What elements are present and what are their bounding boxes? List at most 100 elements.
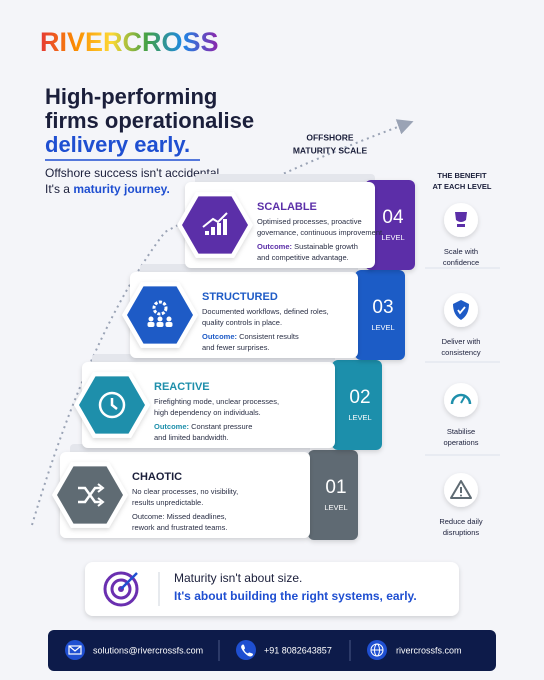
level-outcome: Outcome: Constant pressure (154, 422, 252, 431)
icon (453, 300, 469, 320)
outcome-label: Outcome: (132, 512, 165, 521)
number-tab (355, 270, 405, 360)
icon (97, 483, 105, 507)
benefit-text: Deliver with (442, 337, 481, 346)
number-tab (332, 360, 382, 450)
level-card: 04 LEVEL SCALABLE Optimised processes, proa… (177, 174, 415, 270)
level-name: STRUCTURED (202, 291, 278, 303)
email-icon (65, 640, 85, 660)
footer-website[interactable]: rivercrossfs.com (396, 645, 462, 655)
level-outcome: and fewer surprises. (202, 343, 270, 352)
level-outcome: Outcome: Missed deadlines, (132, 512, 227, 521)
progress-arrow (31, 119, 414, 526)
level-outcome: and competitive advantage. (257, 253, 349, 262)
footer-phone[interactable]: +91 8082643857 (264, 645, 332, 655)
icon (165, 322, 173, 327)
icon (98, 391, 126, 419)
level-description: Firefighting mode, unclear processes, (154, 397, 279, 406)
icon (450, 480, 472, 499)
icon (460, 494, 462, 497)
outcome-text: Sustainable growth (294, 242, 358, 251)
icon (457, 306, 466, 315)
level-label: LEVEL (348, 413, 371, 422)
icon (152, 300, 168, 316)
benefit-text: consistency (441, 348, 480, 357)
number-tab (365, 180, 415, 270)
banner-highlight: It's about building the right systems, e… (174, 589, 417, 603)
level-outcome: and limited bandwidth. (154, 433, 229, 442)
level-number: 01 (325, 477, 346, 498)
banner-text: Maturity isn't about size. (174, 571, 302, 585)
icon (450, 393, 472, 405)
benefit-text: confidence (443, 258, 479, 267)
outcome-text: rework and frustrated teams. (132, 523, 227, 532)
level-card: 01 LEVEL CHAOTIC No clear processes, no vis… (52, 444, 358, 540)
level-card: 03 LEVEL STRUCTURED Documented workflows, d… (122, 264, 405, 360)
scale-label: MATURITY SCALE (293, 145, 368, 155)
headline-highlight: delivery early. (45, 132, 190, 157)
level-description: No clear processes, no visibility, (132, 487, 238, 496)
subtitle: Offshore success isn't accidental. (45, 166, 223, 180)
benefit-text: disruptions (443, 528, 480, 537)
outcome-label: Outcome: (202, 332, 237, 341)
level-label: LEVEL (324, 503, 347, 512)
icon (223, 219, 227, 235)
level-description: results unpredictable. (132, 498, 203, 507)
icon (148, 316, 154, 322)
phone-icon (236, 640, 256, 660)
phone-icon (241, 644, 253, 657)
outcome-text: Constant pressure (191, 422, 252, 431)
outcome-text: Missed deadlines, (167, 512, 227, 521)
icon (211, 227, 215, 235)
subtitle-highlight: maturity journey. (73, 182, 169, 196)
hexagon (182, 196, 248, 254)
number-tab (308, 450, 358, 540)
icon (166, 316, 172, 322)
card (60, 452, 310, 538)
level-description: Optimised processes, proactive (257, 217, 362, 226)
level-outcome: rework and frustrated teams. (132, 523, 227, 532)
email-icon (68, 645, 82, 655)
icon (110, 398, 118, 410)
footer (48, 630, 496, 671)
outcome-text: and competitive advantage. (257, 253, 349, 262)
icon (202, 212, 228, 228)
level-label: LEVEL (371, 323, 394, 332)
icon (147, 322, 155, 327)
outcome-label: Outcome: (154, 422, 189, 431)
subtitle: It's a maturity journey. (45, 182, 170, 196)
outcome-text: and fewer surprises. (202, 343, 270, 352)
icon (460, 395, 466, 404)
benefit-text: Stabilise (447, 427, 475, 436)
level-description: quality controls in place. (202, 318, 282, 327)
outcome-text: Consistent results (239, 332, 299, 341)
icon (455, 212, 467, 222)
level-name: CHAOTIC (132, 471, 182, 483)
level-name: REACTIVE (154, 381, 210, 393)
level-outcome: Outcome: Sustainable growth (257, 242, 358, 251)
benefit-text: Scale with (444, 247, 478, 256)
icon (78, 486, 101, 504)
level-label: LEVEL (381, 233, 404, 242)
outcome-text: and limited bandwidth. (154, 433, 229, 442)
footer-email[interactable]: solutions@rivercrossfs.com (93, 645, 203, 655)
icon (457, 224, 465, 227)
icon (217, 223, 221, 235)
level-description: Documented workflows, defined roles, (202, 307, 329, 316)
level-number: 02 (349, 387, 370, 408)
email-icon (68, 645, 82, 652)
level-description: governance, continuous improvement. (257, 228, 384, 237)
outcome-label: Outcome: (257, 242, 292, 251)
level-number: 04 (382, 207, 404, 228)
benefit-text: Reduce daily (439, 517, 483, 526)
icon (205, 231, 209, 235)
logo: RIVERCROSS (40, 27, 219, 57)
level-outcome: Outcome: Consistent results (202, 332, 299, 341)
scale-label: OFFSHORE (306, 132, 354, 142)
level-number: 03 (372, 297, 393, 318)
benefit-heading: AT EACH LEVEL (432, 182, 491, 191)
headline: High-performing (45, 84, 217, 109)
level-name: SCALABLE (257, 201, 317, 213)
card (130, 272, 358, 358)
